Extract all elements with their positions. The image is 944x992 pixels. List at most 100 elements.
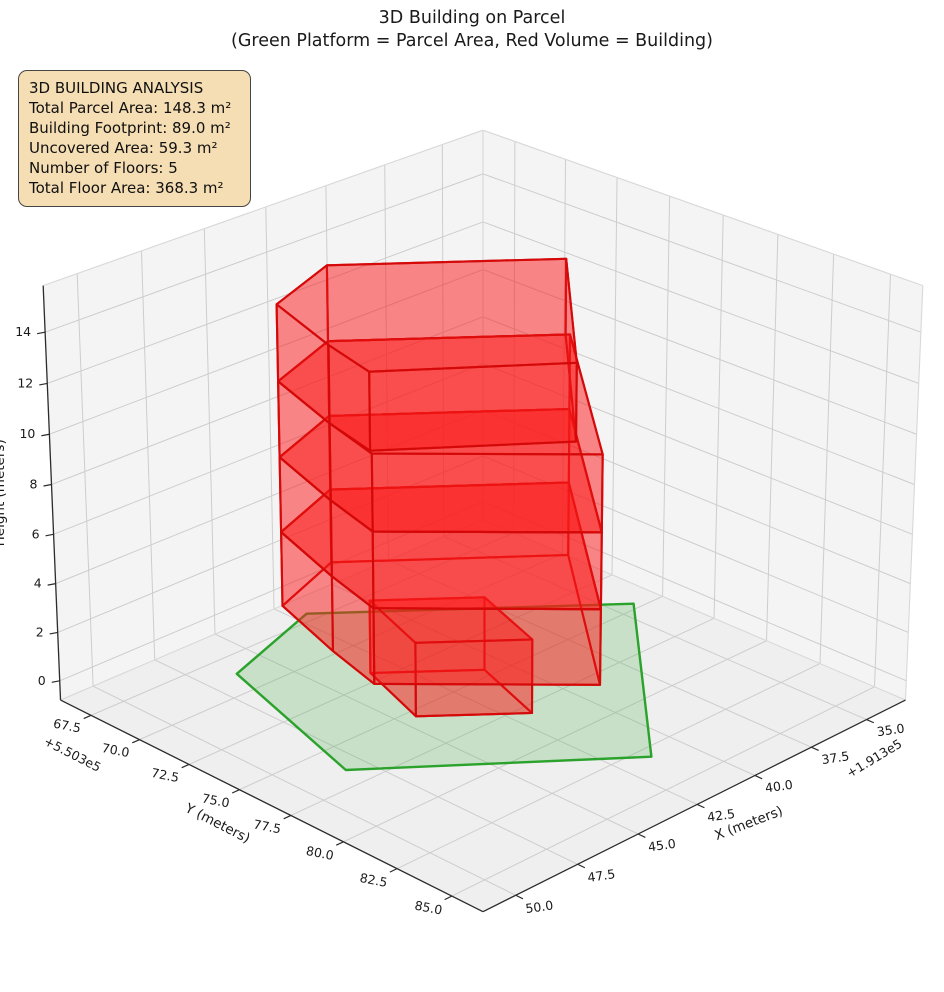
y-axis-tick	[231, 789, 240, 794]
info-line-footprint: Building Footprint: 89.0 m²	[29, 119, 231, 138]
x-axis-tick	[754, 774, 763, 780]
grid-z-left-wall	[51, 316, 484, 485]
z-axis-tick-label: 14	[15, 324, 31, 339]
y-axis-tick	[131, 739, 140, 744]
building-ground-floor-side-face	[414, 638, 534, 718]
pane-edge	[482, 519, 906, 701]
chart-title: 3D Building on Parcel	[378, 8, 566, 28]
y-axis-tick-label: 67.5	[52, 716, 82, 736]
x-axis-tick	[637, 833, 646, 838]
parcel-platform	[235, 602, 653, 772]
y-axis-tick-label: 85.0	[413, 898, 443, 918]
x-axis-tick-label: 40.0	[764, 777, 794, 796]
z-axis-tick	[43, 483, 52, 487]
x-axis-tick-label: 47.5	[587, 866, 617, 885]
grid-x-floor	[331, 583, 756, 776]
grid-y-wall	[819, 254, 835, 664]
x-axis-tick-label: 35.0	[876, 720, 906, 739]
z-axis-tick	[41, 433, 50, 437]
grid-z-right-wall	[482, 173, 922, 333]
x-axis-line	[482, 699, 906, 913]
grid-y-wall	[713, 215, 724, 619]
grid-x-wall	[140, 250, 156, 660]
x-axis-tick	[866, 719, 875, 724]
grid-z-left-wall	[49, 269, 484, 435]
grid-x-wall	[384, 164, 389, 561]
y-axis-tick	[335, 841, 344, 846]
grid-z-right-wall	[482, 221, 919, 384]
z-axis-tick-label: 0	[38, 673, 46, 688]
grid-x-floor	[273, 608, 698, 805]
y-axis-tick-label: 80.0	[305, 843, 335, 863]
grid-z-right-wall	[482, 455, 909, 633]
z-axis-label: Height (meters)	[0, 439, 8, 546]
pane-edge	[482, 129, 924, 287]
grid-y-floor	[451, 686, 875, 897]
y-axis-offset-text: +5.503e5	[42, 733, 104, 774]
grid-y-floor	[239, 595, 663, 791]
y-axis-line	[60, 699, 484, 913]
z-axis-tick	[37, 331, 46, 335]
building-floor-5-side-face	[368, 361, 578, 452]
grid-y-floor	[290, 617, 715, 816]
info-line-total-floor-area: Total Floor Area: 368.3 m²	[29, 179, 224, 198]
building-floor-3-side-face	[371, 530, 603, 611]
z-axis-tick	[39, 382, 48, 386]
y-axis-tick	[389, 868, 398, 873]
grid-y-wall	[513, 141, 516, 533]
analysis-info-box: 3D BUILDING ANALYSIS Total Parcel Area: …	[18, 70, 251, 208]
y-axis-tick	[181, 763, 190, 769]
y-axis-tick-label: 77.5	[252, 816, 282, 836]
z-axis-tick	[45, 533, 54, 537]
grid-x-floor	[154, 659, 578, 865]
grid-z-right-wall	[482, 363, 913, 535]
grid-z-right-wall	[482, 409, 911, 585]
grid-y-wall	[561, 159, 566, 554]
x-axis-tick-label: 50.0	[525, 897, 555, 916]
x-axis-tick	[515, 894, 524, 900]
x-axis-tick	[811, 746, 819, 752]
grid-z-right-wall	[482, 316, 915, 485]
y-axis-tick	[283, 814, 292, 820]
building-floor-4-side-face	[370, 452, 604, 534]
grid-x-wall	[76, 273, 94, 687]
grid-x-floor	[214, 633, 639, 835]
info-line-parcel-area: Total Parcel Area: 148.3 m²	[29, 99, 232, 118]
grid-z-left-wall	[47, 221, 484, 384]
pane-floor	[60, 519, 906, 912]
grid-y-floor	[343, 640, 767, 843]
x-axis-tick	[696, 803, 705, 809]
z-axis-tick-label: 10	[19, 426, 35, 441]
pane-edge	[904, 285, 924, 701]
x-axis-offset-text: +1.913e5	[844, 736, 905, 781]
grid-z-left-wall	[57, 455, 484, 633]
grid-z-left-wall	[44, 173, 484, 333]
x-axis-tick-label: 45.0	[647, 836, 677, 855]
z-axis-tick-label: 4	[34, 576, 42, 591]
grid-x-floor	[443, 535, 867, 721]
x-axis-tick	[577, 863, 586, 869]
grid-x-wall	[441, 144, 445, 537]
grid-y-wall	[662, 196, 671, 597]
x-axis-tick-label: 42.5	[706, 806, 736, 825]
info-line-uncovered: Uncovered Area: 59.3 m²	[29, 139, 218, 158]
y-axis-tick-label: 75.0	[201, 790, 231, 810]
x-axis-tick-label: 37.5	[821, 748, 851, 767]
grid-y-wall	[766, 234, 779, 641]
grid-y-wall	[611, 177, 618, 575]
y-axis-tick-label: 82.5	[359, 870, 389, 890]
pane-right-wall	[483, 130, 923, 701]
y-axis-tick-label: 72.5	[150, 765, 180, 785]
z-axis-tick-label: 8	[30, 477, 38, 492]
y-axis-tick	[83, 714, 92, 720]
z-axis-tick	[49, 631, 58, 635]
grid-y-floor	[139, 553, 563, 741]
grid-x-wall	[265, 206, 275, 609]
info-line-floors: Number of Floors: 5	[29, 159, 178, 178]
info-box-heading: 3D BUILDING ANALYSIS	[29, 79, 204, 97]
pane-edge	[60, 519, 484, 701]
grid-z-right-wall	[482, 269, 917, 435]
z-axis-line	[42, 285, 62, 701]
grid-y-wall	[873, 274, 891, 687]
